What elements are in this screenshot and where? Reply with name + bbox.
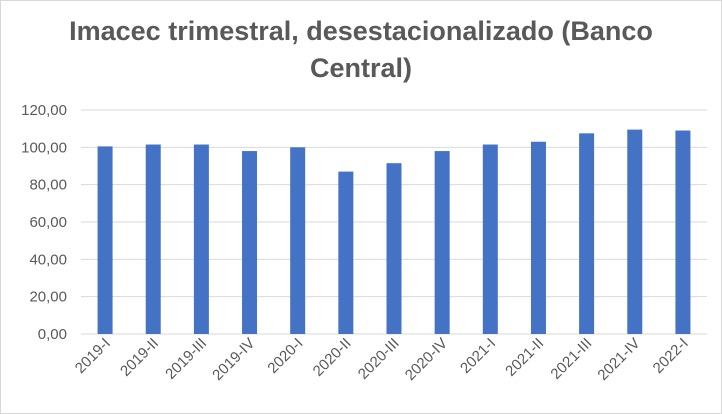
x-tick-label: 2019-I [72, 335, 114, 377]
x-tick-label: 2019-III [162, 335, 210, 383]
bar [530, 141, 546, 334]
bar [386, 163, 402, 334]
x-tick-label: 2021-II [502, 335, 547, 380]
chart-title: Imacec trimestral, desestacionalizado (B… [69, 16, 653, 83]
y-tick-label: 40,00 [29, 251, 67, 268]
y-tick-label: 80,00 [29, 177, 67, 194]
x-tick-label: 2020-IV [402, 335, 451, 384]
x-tick-label: 2021-III [547, 335, 595, 383]
x-tick-label: 2020-I [264, 335, 306, 377]
bar [145, 144, 161, 334]
x-tick-label: 2019-IV [209, 335, 258, 384]
bar [242, 151, 258, 334]
x-tick-label: 2021-IV [594, 335, 643, 384]
bar [675, 130, 691, 334]
y-tick-label: 60,00 [29, 214, 67, 231]
bar [482, 144, 498, 334]
y-tick-label: 100,00 [21, 139, 67, 156]
y-tick-label: 120,00 [21, 102, 67, 119]
bar [97, 146, 113, 334]
bar [193, 144, 209, 334]
bar [627, 129, 643, 334]
y-tick-label: 0,00 [38, 326, 67, 343]
bar [434, 151, 450, 334]
y-tick-label: 20,00 [29, 289, 67, 306]
x-tick-label: 2020-III [355, 335, 403, 383]
bar [338, 171, 354, 334]
x-tick-label: 2021-I [457, 335, 499, 377]
x-tick-label: 2022-I [650, 335, 692, 377]
x-tick-label: 2020-II [310, 335, 355, 380]
bar [579, 133, 595, 334]
bar [290, 147, 306, 334]
x-tick-label: 2019-II [117, 335, 162, 380]
